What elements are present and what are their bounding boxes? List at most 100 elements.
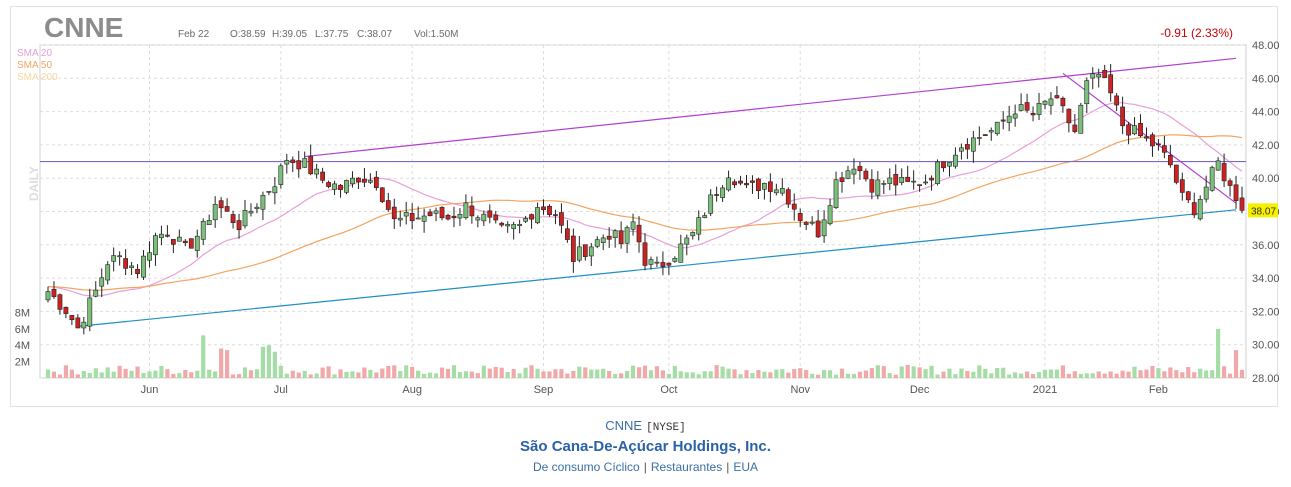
candle	[1108, 64, 1114, 102]
stock-chart[interactable]: 48.0046.0044.0042.0040.0038.0036.0034.00…	[0, 0, 1291, 410]
volume-bar	[1036, 372, 1042, 378]
volume-bar	[1168, 367, 1173, 378]
candle	[672, 256, 678, 263]
volume-bar	[183, 369, 188, 378]
candle	[373, 171, 379, 191]
volume-bar	[798, 368, 803, 378]
candle	[99, 268, 105, 298]
candle-body	[744, 183, 749, 186]
volume-bar	[625, 371, 630, 378]
y-tick-label: 48.00	[1252, 40, 1280, 52]
candle	[230, 210, 236, 229]
volume-bar	[678, 371, 683, 378]
candle-body	[1120, 106, 1125, 127]
candle	[475, 215, 481, 228]
candle	[367, 173, 373, 185]
footer-industry[interactable]: Restaurantes	[650, 460, 723, 474]
volume-bar	[571, 370, 576, 378]
volume-bar	[822, 369, 827, 378]
candle-body	[1096, 73, 1102, 78]
candle	[1239, 186, 1245, 214]
candle-body	[224, 206, 230, 212]
volume-bar	[1132, 366, 1137, 378]
volume-bar	[374, 372, 379, 378]
volume-bar	[1144, 369, 1149, 378]
volume-bar	[296, 372, 301, 378]
candle	[451, 206, 457, 228]
candle-body	[296, 160, 302, 170]
footer-separator: |	[643, 460, 647, 474]
footer-symbol[interactable]: CNNE	[605, 418, 643, 433]
candle	[684, 234, 690, 256]
volume-bar	[690, 372, 695, 378]
volume-bar	[875, 365, 880, 378]
candle	[976, 126, 982, 146]
candle-body	[332, 183, 337, 190]
candle	[929, 175, 934, 191]
candle	[606, 227, 612, 248]
candle	[212, 196, 218, 228]
volume-bar	[1216, 328, 1221, 378]
candle	[254, 203, 260, 214]
candle-body	[929, 177, 934, 181]
company-name[interactable]: São Cana-De-Açúcar Holdings, Inc.	[520, 438, 771, 455]
candle-body	[994, 121, 1000, 135]
volume-bar	[1138, 370, 1143, 378]
volume-bar	[547, 371, 552, 378]
volume-bar	[565, 373, 570, 378]
candle	[1024, 93, 1030, 113]
volume-bar	[284, 373, 289, 378]
volume-bar	[965, 371, 970, 378]
candle	[678, 234, 684, 263]
candle-body	[290, 159, 296, 163]
volume-bar	[559, 369, 564, 378]
x-tick-label: Dec	[910, 384, 930, 396]
volume-bar	[362, 367, 367, 378]
candle	[863, 168, 869, 182]
footer-country[interactable]: EUA	[733, 460, 759, 474]
candle-body	[379, 187, 385, 202]
volume-bar	[1060, 365, 1065, 378]
candle	[917, 184, 923, 192]
candle	[1042, 100, 1048, 110]
candle-body	[899, 177, 905, 183]
candle-body	[953, 154, 958, 167]
candle	[87, 288, 93, 332]
volume-bar	[45, 369, 51, 378]
volume-bar	[750, 373, 755, 378]
volume-bar	[726, 368, 731, 378]
candle	[1185, 190, 1191, 204]
candle-body	[785, 189, 791, 205]
candle	[427, 208, 433, 217]
sma20-legend: SMA 20	[17, 48, 52, 59]
candle	[182, 238, 188, 247]
candle-body	[636, 224, 642, 243]
candle-body	[576, 246, 582, 261]
candle-body	[570, 235, 576, 262]
candle-body	[1185, 191, 1191, 201]
candle	[845, 165, 851, 180]
volume-bar	[1233, 350, 1239, 378]
candle-body	[803, 222, 809, 225]
x-tick-label: 2021	[1033, 384, 1057, 396]
candle-body	[1060, 97, 1066, 107]
candle	[170, 239, 176, 254]
volume-bar	[451, 365, 457, 378]
candle-body	[75, 317, 81, 329]
volume-bar	[105, 367, 110, 378]
volume-bar	[344, 371, 349, 378]
candle-body	[1030, 112, 1036, 116]
candle-body	[403, 212, 409, 217]
volume-bar	[1030, 374, 1036, 378]
candle-body	[176, 236, 182, 242]
candle-body	[1162, 145, 1167, 153]
candle-body	[1233, 184, 1239, 201]
candle-body	[672, 258, 678, 262]
candle-body	[1036, 102, 1042, 115]
candle-body	[779, 188, 785, 194]
footer-sector[interactable]: De consumo Cíclico	[532, 460, 640, 474]
candle	[362, 168, 367, 188]
volume-bar	[995, 368, 1000, 378]
candle	[260, 191, 266, 221]
candle-body	[833, 179, 839, 208]
